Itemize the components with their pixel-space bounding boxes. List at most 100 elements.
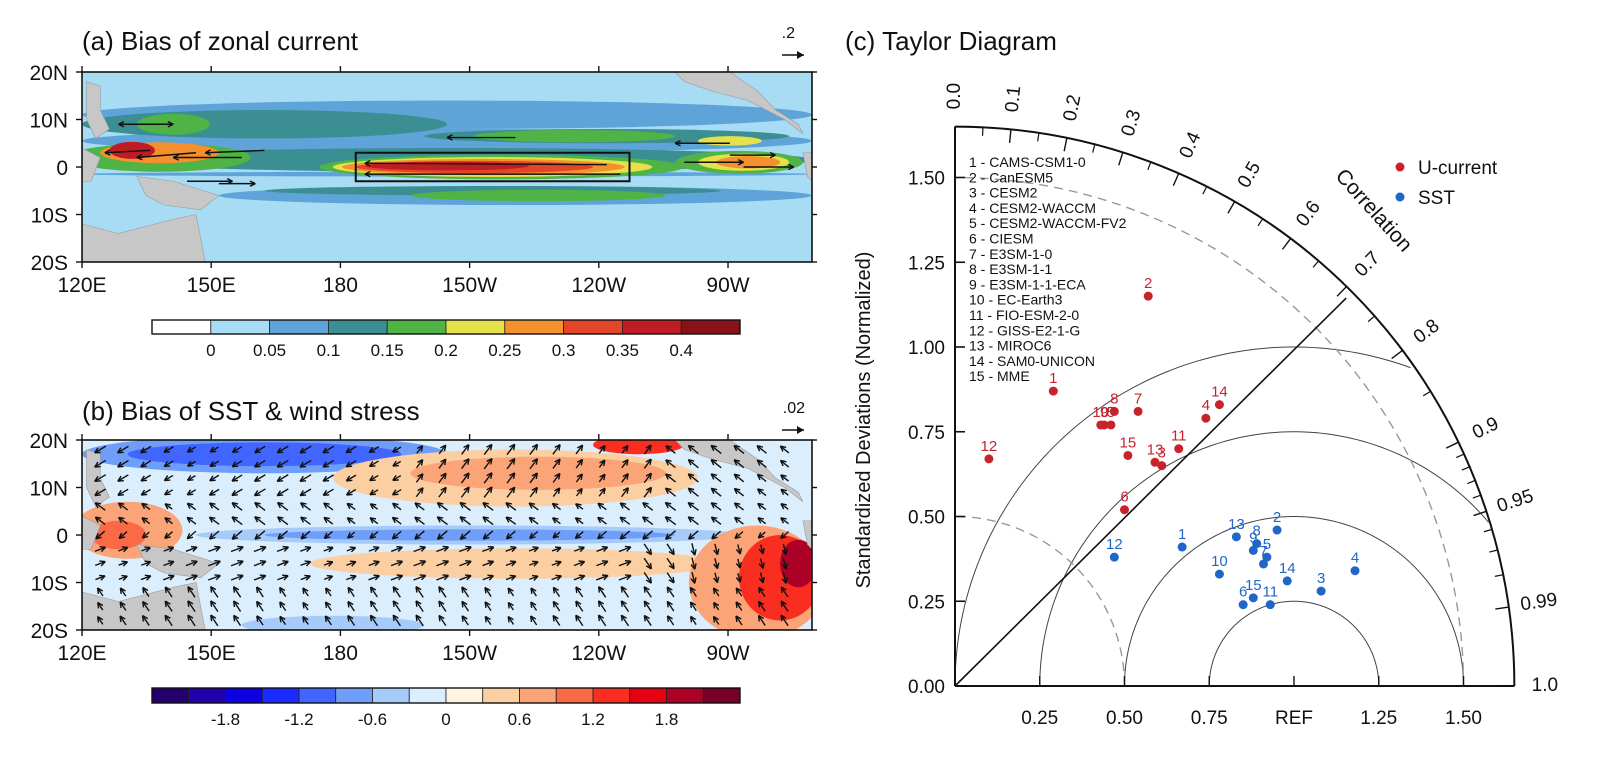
vector-head (391, 516, 399, 524)
vector-head (302, 601, 309, 609)
y-tick-label: 20N (29, 430, 68, 453)
std-dashed-arc (954, 176, 1465, 687)
vector-head (620, 585, 627, 593)
vector-arrow (597, 516, 607, 525)
colorbar-tick-label: 1.8 (655, 710, 679, 729)
std-tick-label: 0.50 (908, 508, 945, 529)
vector-arrow (414, 502, 425, 511)
vector-head (757, 600, 765, 608)
vector-head (237, 545, 244, 552)
vector-head (735, 576, 743, 583)
vector-arrow (210, 614, 219, 627)
vector-arrow (575, 444, 584, 455)
colorbar-swatch (335, 687, 373, 704)
vector-arrow (643, 543, 652, 556)
vector-arrow (276, 474, 289, 482)
vector-arrow (734, 516, 744, 525)
vector-arrow (459, 560, 472, 567)
vector-arrow (323, 516, 334, 525)
sst-point (1231, 532, 1241, 542)
vector-head (304, 560, 312, 567)
vector-head (141, 614, 149, 622)
vector-arrow (392, 502, 402, 511)
vector-head (484, 601, 491, 608)
vector-arrow (186, 502, 197, 511)
vector-head (210, 614, 217, 622)
std-tick-label: 1.00 (908, 338, 945, 359)
vector-head (231, 475, 239, 482)
vector-head (300, 516, 307, 523)
vector-field (94, 443, 790, 627)
vector-head (322, 475, 330, 482)
vector-head (463, 444, 470, 451)
vector-head (99, 574, 106, 581)
vector-head (781, 577, 788, 584)
vector-head (299, 461, 307, 468)
sst-point-label: 1 (1178, 526, 1186, 543)
vector-head (554, 472, 561, 480)
vector-head (531, 472, 539, 480)
vector-head (597, 532, 604, 540)
vector-head (142, 586, 149, 594)
vector-head (233, 614, 240, 622)
vector-head (645, 562, 653, 570)
vector-arrow (780, 600, 789, 612)
vector-head (687, 473, 695, 480)
u-current-point (1106, 420, 1116, 430)
vector-head (624, 574, 632, 581)
vector-head (531, 486, 538, 494)
correlation-tick (1336, 286, 1348, 297)
vector-head (396, 574, 404, 581)
vector-arrow (391, 516, 402, 525)
vector-head (510, 546, 517, 553)
sst-point (1252, 539, 1262, 549)
vector-head (756, 445, 764, 452)
vector-head (530, 601, 537, 609)
vector-head (414, 516, 421, 523)
vector-arrow (460, 486, 470, 498)
y-tick-label: 10N (29, 478, 68, 501)
panel-c: (c) Taylor Diagram 0.000.250.500.751.001… (845, 26, 1559, 729)
vector-head (574, 532, 582, 540)
vector-arrow (551, 561, 562, 566)
vector-head (442, 559, 450, 567)
vector-head (781, 562, 788, 570)
vector-head (322, 461, 330, 468)
vector-arrow (687, 473, 699, 483)
vector-arrow (482, 546, 495, 553)
vector-head (436, 516, 444, 523)
vector-arrow (665, 530, 676, 540)
vector-arrow (390, 560, 403, 567)
vector-head (259, 545, 267, 552)
vector-head (531, 458, 539, 465)
vector-head (597, 516, 604, 524)
vector-arrow (618, 546, 632, 553)
colorbar-swatch (555, 687, 594, 704)
vector-head (757, 614, 765, 622)
x-tick-label: 90W (706, 642, 749, 665)
vector-arrow (530, 587, 537, 597)
vector-head (369, 614, 377, 622)
vector-head (780, 532, 787, 540)
vector-arrow (458, 546, 472, 553)
y-tick-label: 0 (56, 157, 68, 180)
x-tick-label: 180 (323, 274, 358, 297)
vector-arrow (687, 459, 699, 469)
vector-head (436, 533, 444, 540)
vector-head (209, 502, 216, 509)
vector-arrow (368, 575, 380, 581)
vector-head (780, 614, 787, 622)
vector-head (214, 560, 221, 567)
vector-arrow (208, 546, 221, 553)
vector-head (505, 516, 513, 523)
vector-head (347, 600, 354, 608)
vector-head (144, 560, 152, 567)
vector-arrow (254, 445, 266, 454)
vector-head (532, 560, 539, 567)
vector-arrow (369, 531, 379, 539)
vector-head (689, 601, 697, 608)
vector-arrow (368, 560, 380, 567)
vector-arrow (711, 530, 722, 540)
vector-arrow (438, 615, 447, 626)
